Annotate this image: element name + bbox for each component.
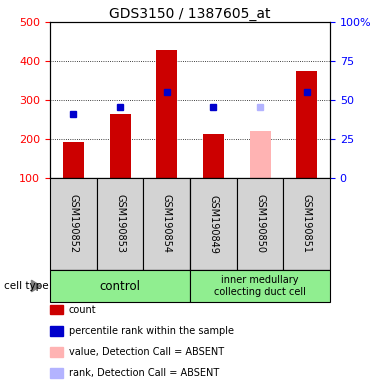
- Bar: [109, 114, 131, 178]
- Bar: [296, 71, 317, 178]
- Bar: [283, 178, 330, 270]
- Bar: [190, 270, 330, 302]
- Bar: [97, 178, 143, 270]
- Bar: [50, 270, 190, 302]
- Bar: [190, 178, 237, 270]
- Text: control: control: [99, 280, 141, 293]
- Bar: [237, 178, 283, 270]
- Bar: [143, 178, 190, 270]
- Text: inner medullary
collecting duct cell: inner medullary collecting duct cell: [214, 275, 306, 297]
- Text: GSM190851: GSM190851: [302, 195, 312, 253]
- Text: GSM190850: GSM190850: [255, 195, 265, 253]
- Text: percentile rank within the sample: percentile rank within the sample: [69, 326, 234, 336]
- Text: GSM190854: GSM190854: [162, 195, 172, 253]
- Text: GSM190849: GSM190849: [209, 195, 218, 253]
- Text: GSM190853: GSM190853: [115, 195, 125, 253]
- Bar: [156, 50, 177, 178]
- Bar: [203, 134, 224, 178]
- Text: cell type: cell type: [4, 281, 48, 291]
- Bar: [250, 131, 270, 178]
- Bar: [63, 142, 84, 178]
- Text: count: count: [69, 305, 96, 314]
- Polygon shape: [32, 280, 41, 292]
- Title: GDS3150 / 1387605_at: GDS3150 / 1387605_at: [109, 7, 271, 21]
- Text: value, Detection Call = ABSENT: value, Detection Call = ABSENT: [69, 347, 224, 357]
- Text: GSM190852: GSM190852: [68, 194, 78, 253]
- Text: rank, Detection Call = ABSENT: rank, Detection Call = ABSENT: [69, 368, 219, 378]
- Bar: [50, 178, 97, 270]
